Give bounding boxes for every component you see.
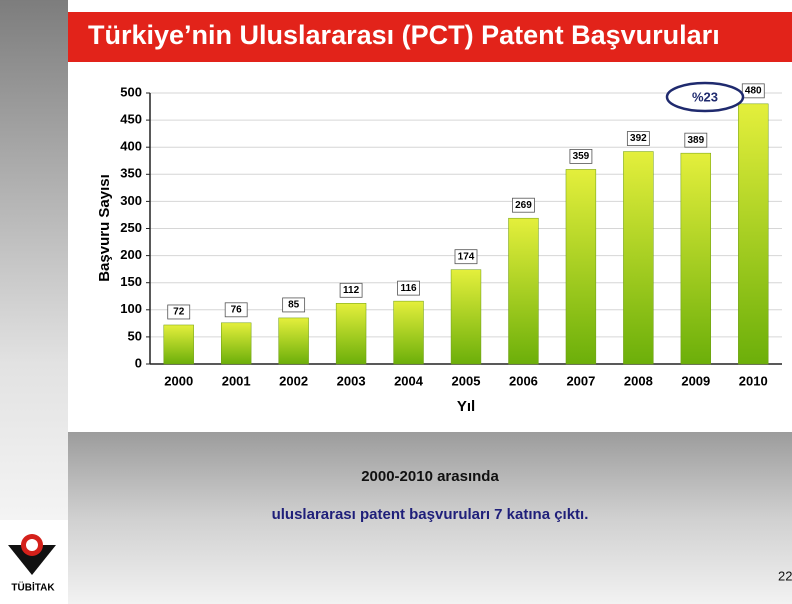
value-label: 72 [173, 307, 185, 318]
y-tick-label: 200 [120, 247, 142, 262]
value-label: 116 [400, 283, 417, 294]
y-tick-label: 0 [135, 355, 142, 370]
bottom-band [68, 432, 792, 604]
y-tick-label: 500 [120, 84, 142, 99]
y-tick-label: 100 [120, 301, 142, 316]
y-tick-label: 400 [120, 139, 142, 154]
bar [220, 322, 252, 365]
page-number: 22 [778, 568, 792, 583]
y-tick-label: 300 [120, 193, 142, 208]
x-tick-label: 2006 [509, 373, 538, 388]
x-axis-label: Yıl [457, 398, 475, 415]
value-label: 76 [231, 304, 243, 315]
value-label: 389 [687, 135, 704, 146]
y-tick-label: 50 [128, 328, 142, 343]
value-label-box [282, 297, 306, 313]
x-tick-label: 2004 [394, 373, 424, 388]
value-label-box [569, 149, 593, 164]
y-tick-label: 450 [120, 112, 142, 127]
y-tick-label: 350 [120, 166, 142, 181]
value-label-box [167, 304, 191, 320]
value-label-box [454, 249, 478, 265]
bar [393, 300, 424, 365]
value-label-box [339, 282, 363, 298]
bar [163, 324, 194, 365]
bar [738, 103, 769, 365]
side-strip [0, 0, 68, 520]
annotation-ellipse [665, 81, 745, 113]
value-label: 85 [288, 300, 300, 311]
y-tick-label: 150 [120, 274, 142, 289]
title-bar [68, 12, 792, 62]
x-tick-label: 2002 [279, 373, 308, 388]
x-tick-label: 2005 [452, 373, 481, 388]
value-label-box [397, 280, 420, 296]
bar [623, 151, 654, 365]
value-label-box [741, 83, 765, 99]
value-label-box [512, 197, 535, 213]
value-label: 480 [745, 85, 762, 96]
value-label: 392 [630, 133, 647, 144]
logo-text: TÜBİTAK [11, 581, 55, 594]
chart: 0 50 100 150 200 250 300 350 400 450 500 2000 72 2001… [120, 81, 782, 388]
logo: TÜBİTAK [8, 534, 56, 594]
x-tick-label: 2000 [164, 373, 193, 388]
bar [565, 169, 597, 365]
value-label-box [224, 302, 248, 318]
value-label: 174 [458, 251, 475, 262]
bar [278, 317, 309, 365]
annotation: %23 [692, 89, 718, 104]
x-tick-label: 2007 [566, 373, 595, 388]
note-line: uluslararası patent başvuruları 7 katına… [272, 506, 589, 523]
note-line: 2000-2010 arasında [361, 468, 499, 485]
x-tick-label: 2010 [739, 373, 768, 388]
x-tick-label: 2001 [222, 373, 251, 388]
x-tick-label: 2003 [337, 373, 366, 388]
bar [680, 152, 712, 365]
value-label-box [684, 132, 708, 148]
y-tick-label: 250 [120, 220, 142, 235]
logo-shape [26, 539, 38, 551]
x-tick-label: 2008 [624, 373, 653, 388]
bar [508, 217, 539, 365]
bar [450, 269, 482, 365]
chart-title: Türkiye’nin Uluslararası (PCT) Patent Ba… [88, 20, 720, 50]
y-axis-label: Başvuru Sayısı [96, 174, 113, 282]
value-label: 269 [515, 200, 532, 211]
value-label-box [626, 131, 650, 146]
x-tick-label: 2009 [681, 373, 710, 388]
value-label: 359 [573, 151, 590, 162]
bar [335, 303, 367, 365]
value-label: 112 [343, 285, 360, 296]
logo-shape [8, 545, 56, 575]
